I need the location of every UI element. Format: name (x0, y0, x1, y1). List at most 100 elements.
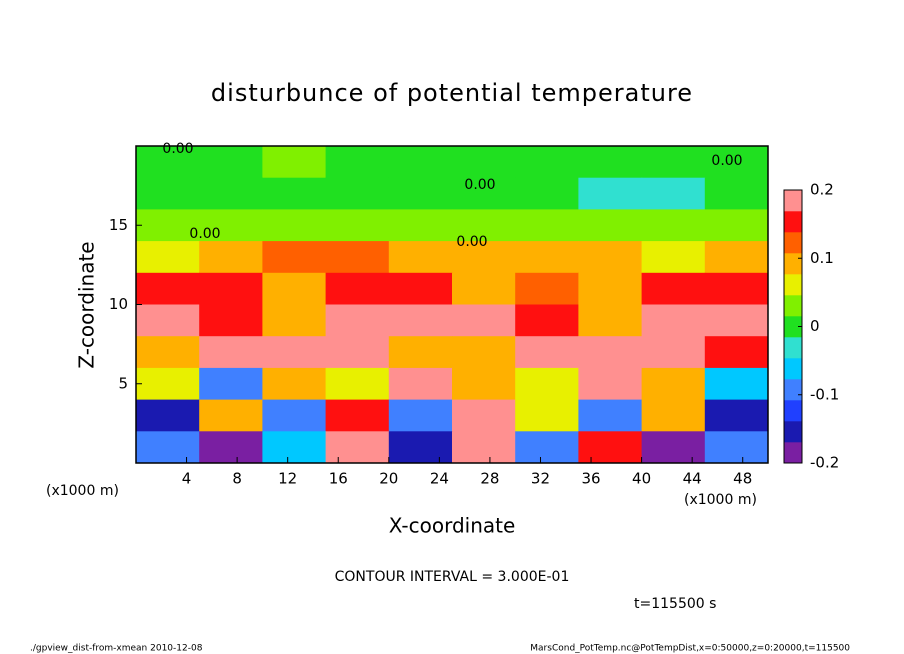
heat-cell (325, 241, 390, 274)
colorbar-band (784, 358, 802, 380)
heat-cell (388, 336, 453, 369)
heat-cell (388, 399, 453, 432)
colorbar-band (784, 316, 802, 338)
colorbar-band (784, 379, 802, 401)
colorbar-band (784, 253, 802, 275)
contour-label: 0.00 (162, 141, 193, 157)
heat-cell (388, 304, 453, 337)
heat-cell (578, 241, 643, 274)
heat-cell (262, 336, 327, 369)
heat-cell (262, 241, 327, 274)
contour-label: 0.00 (464, 177, 495, 193)
colorbar-tick-label: 0.1 (810, 249, 834, 267)
heat-cell (262, 431, 327, 464)
heat-cell (136, 209, 200, 242)
heat-cell (388, 367, 453, 401)
heat-cell (452, 399, 516, 432)
heat-cell (452, 272, 516, 305)
heat-cell (136, 399, 200, 432)
heat-cell (452, 209, 516, 242)
colorbar-tick-label: -0.2 (810, 454, 839, 472)
y-unit: (x1000 m) (46, 483, 119, 499)
heat-cell (262, 146, 327, 179)
heat-cell (641, 241, 706, 274)
heat-cell (388, 272, 453, 305)
footer-left: ./gpview_dist-from-xmean 2010-12-08 (30, 644, 203, 654)
heat-cell (452, 146, 516, 179)
heat-cell (452, 336, 516, 369)
heat-cell (388, 431, 453, 464)
heat-cell (136, 272, 200, 305)
heat-cell (641, 304, 706, 337)
heat-cell (136, 146, 200, 179)
contour-label: 0.00 (711, 153, 742, 169)
heat-cell (515, 367, 579, 401)
y-tick-label: 15 (109, 216, 128, 234)
heat-cell (578, 367, 643, 401)
heat-cell (452, 367, 516, 401)
heat-cell (452, 241, 516, 274)
heat-cell (388, 241, 453, 274)
colorbar-tick-label: 0.2 (810, 181, 834, 199)
colorbar-band (784, 295, 802, 317)
time-label: t=115500 s (634, 596, 716, 612)
heat-cell (388, 209, 453, 242)
heat-cell (199, 241, 263, 274)
heat-cell (388, 177, 453, 210)
heat-cell (325, 336, 390, 369)
heat-cell (704, 431, 769, 464)
heat-cell (262, 177, 327, 210)
heat-cell (452, 304, 516, 337)
heat-cell (262, 272, 327, 305)
heat-cell (515, 177, 579, 210)
heat-cell (578, 304, 643, 337)
heat-cell (641, 399, 706, 432)
heat-cell (515, 241, 579, 274)
heat-cell (136, 336, 200, 369)
colorbar-band (784, 400, 802, 422)
heat-cell (641, 431, 706, 464)
heat-cell (578, 336, 643, 369)
heat-cell (262, 399, 327, 432)
heat-cell (325, 209, 390, 242)
heat-cell (704, 241, 769, 274)
x-tick-label: 32 (531, 470, 550, 488)
heat-cell (262, 209, 327, 242)
heat-cell (704, 177, 769, 210)
heat-cell (641, 272, 706, 305)
heat-cell (199, 399, 263, 432)
heat-cell (388, 146, 453, 179)
heat-cell (641, 336, 706, 369)
heat-cell (704, 146, 769, 179)
x-tick-label: 4 (182, 470, 192, 488)
colorbar-band (784, 190, 802, 212)
heat-cell (641, 177, 706, 210)
heat-cell (578, 146, 643, 179)
contour-label: 0.00 (189, 226, 220, 242)
heat-cell (199, 209, 263, 242)
x-tick-label: 24 (430, 470, 449, 488)
colorbar-band (784, 274, 802, 296)
heat-cell (136, 241, 200, 274)
heat-cell (199, 304, 263, 337)
footer-right: MarsCond_PotTemp.nc@PotTempDist,x=0:5000… (530, 644, 850, 654)
heat-cell (515, 336, 579, 369)
heat-cell (578, 177, 643, 210)
heat-cell (199, 272, 263, 305)
y-tick-label: 10 (109, 295, 128, 313)
contour-label: 0.00 (456, 234, 487, 250)
y-axis-label: Z-coordinate (75, 241, 99, 368)
heat-cell (641, 146, 706, 179)
heat-cell (325, 272, 390, 305)
heat-cell (452, 431, 516, 464)
heat-cell (515, 272, 579, 305)
heat-cell (704, 272, 769, 305)
heat-cell (641, 209, 706, 242)
x-axis-label: X-coordinate (389, 514, 516, 538)
x-tick-label: 44 (683, 470, 702, 488)
heat-cell (199, 367, 263, 401)
heat-cell (262, 367, 327, 401)
heat-cell (136, 177, 200, 210)
colorbar-band (784, 232, 802, 254)
contour-interval: CONTOUR INTERVAL = 3.000E-01 (335, 569, 570, 585)
